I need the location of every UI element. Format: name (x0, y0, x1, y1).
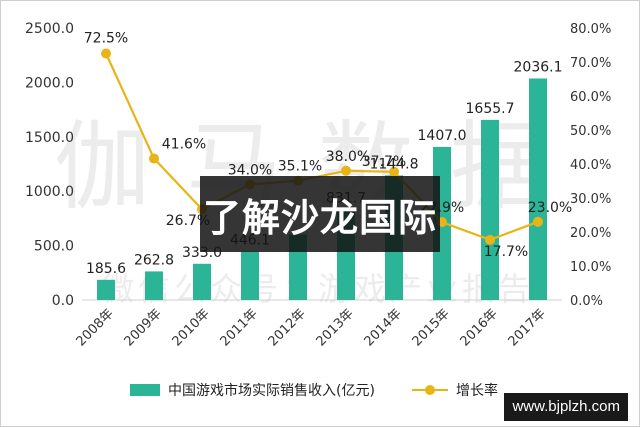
bar (529, 78, 547, 300)
x-tick-label: 2014年 (362, 306, 405, 349)
right-tick-label: 50.0% (570, 124, 611, 139)
right-tick-label: 60.0% (570, 90, 611, 105)
legend-bar-label: 中国游戏市场实际销售收入(亿元) (168, 382, 375, 399)
left-tick-label: 2500.0 (25, 21, 74, 37)
legend-line-label: 增长率 (456, 382, 498, 399)
legend-line-marker (425, 385, 435, 395)
bar (145, 271, 163, 300)
x-tick-label: 2012年 (266, 306, 309, 349)
growth-rate-point (341, 165, 351, 176)
legend: 中国游戏市场实际销售收入(亿元) 增长率 (130, 382, 498, 399)
bar-value-label: 2036.1 (514, 59, 563, 75)
growth-rate-label: 26.7% (166, 213, 210, 229)
growth-rate-point (485, 234, 495, 245)
bar-value-label: 262.8 (134, 252, 174, 268)
growth-rate-label: 23.0% (528, 200, 572, 216)
x-tick-label: 2013年 (314, 306, 357, 349)
growth-rate-point (533, 216, 543, 227)
growth-rate-label: 35.1% (278, 159, 322, 175)
x-tick-label: 2016年 (458, 306, 501, 349)
right-tick-label: 70.0% (570, 56, 611, 71)
x-tick-label: 2008年 (74, 306, 117, 349)
x-tick-label: 2010年 (170, 306, 213, 349)
growth-rate-point (149, 153, 159, 164)
overlay-banner: 了解沙龙国际 (200, 176, 440, 252)
x-tick-label: 2011年 (218, 306, 261, 349)
growth-rate-label: 37.7% (362, 154, 406, 170)
url-badge: www.bjplzh.com (504, 393, 628, 421)
bar (193, 263, 211, 300)
right-tick-label: 20.0% (570, 226, 611, 241)
x-tick-label: 2015年 (410, 306, 453, 349)
growth-rate-label: 38.0% (326, 149, 370, 165)
overlay-title: 了解沙龙国际 (202, 195, 437, 240)
right-tick-label: 30.0% (570, 192, 611, 207)
left-tick-label: 0.0 (52, 293, 74, 309)
bar (97, 279, 115, 300)
growth-rate-point (101, 48, 111, 59)
bar (241, 251, 259, 300)
right-tick-label: 40.0% (570, 158, 611, 173)
growth-rate-label: 34.0% (228, 162, 272, 178)
right-tick-label: 10.0% (570, 260, 611, 275)
bar-value-label: 185.6 (86, 261, 126, 277)
bar (481, 119, 499, 301)
left-tick-label: 1500.0 (25, 130, 74, 146)
left-tick-label: 2000.0 (25, 75, 74, 91)
left-tick-label: 1000.0 (25, 184, 74, 200)
growth-rate-label: 17.7% (484, 244, 528, 260)
growth-rate-label: 72.5% (84, 31, 128, 47)
x-tick-label: 2009年 (122, 306, 165, 349)
x-tick-label: 2017年 (506, 306, 549, 349)
bar-value-label: 1144.8 (370, 156, 419, 172)
bar-value-label: 1407.0 (418, 128, 467, 144)
watermark-subtitle-text: 微信公众号：游戏产业报告 (102, 270, 534, 308)
growth-rate-line (104, 53, 539, 241)
right-tick-label: 80.0% (570, 22, 611, 37)
legend-bar-swatch (130, 384, 160, 396)
bar-value-label: 1655.7 (466, 101, 515, 117)
right-tick-label: 0.0% (570, 294, 603, 309)
growth-rate-label: 41.6% (162, 137, 206, 153)
growth-rate-point (389, 166, 399, 177)
left-tick-label: 500.0 (34, 239, 74, 255)
